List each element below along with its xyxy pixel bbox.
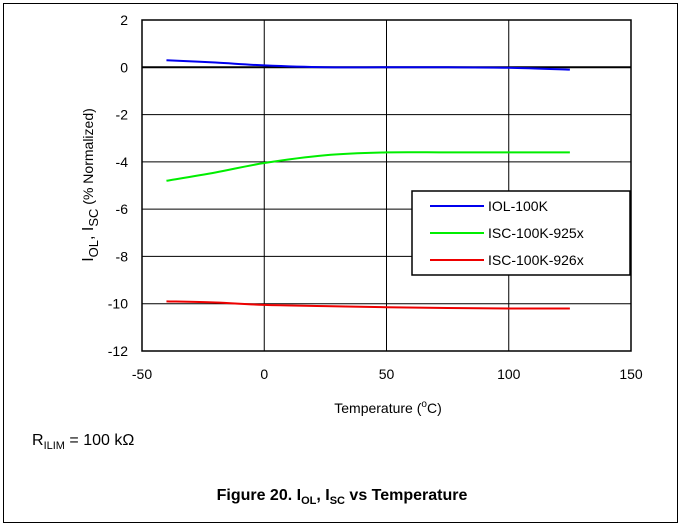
y-tick-label: -2: [116, 107, 129, 123]
legend-label: ISC-100K-926x: [488, 252, 584, 268]
x-tick-label: 50: [379, 366, 395, 382]
series-line-isc-100k-926x: [166, 300, 570, 310]
y-axis-label: IOL, ISC (% Normalized): [80, 108, 101, 262]
x-tick-label: -50: [132, 366, 152, 382]
legend: IOL-100K ISC-100K-925x ISC-100K-926x: [411, 190, 631, 276]
legend-label: IOL-100K: [488, 198, 549, 214]
x-axis-label: Temperature (oC): [334, 399, 442, 416]
y-tick-label: -4: [116, 154, 129, 170]
x-tick-label: 100: [497, 366, 521, 382]
y-tick-label: -10: [108, 296, 128, 312]
x-tick-label: 150: [619, 366, 643, 382]
figure-caption: Figure 20. IOL, ISC vs Temperature: [216, 487, 468, 508]
series-line-iol-100k: [166, 59, 570, 71]
y-tick-label: 0: [120, 59, 128, 75]
condition-note: RILIM = 100 kΩ: [32, 432, 135, 453]
plot-area: [141, 19, 632, 352]
y-tick-label: 2: [120, 12, 128, 28]
y-tick-label: -12: [108, 343, 128, 359]
y-tick-label: -6: [116, 201, 129, 217]
y-tick-label: -8: [116, 248, 129, 264]
series-lines: [166, 59, 570, 310]
legend-label: ISC-100K-925x: [488, 225, 584, 241]
x-tick-label: 0: [260, 366, 268, 382]
figure-frame: [3, 3, 678, 523]
x-tick-labels: -50 0 50 100 150: [132, 366, 643, 382]
chart: -50 0 50 100 150 2 0 -2 -4 -6 -8 -10 -12 Temperatur…: [80, 12, 643, 416]
y-tick-labels: 2 0 -2 -4 -6 -8 -10 -12: [108, 12, 128, 359]
series-line-isc-100k-925x: [166, 151, 570, 182]
